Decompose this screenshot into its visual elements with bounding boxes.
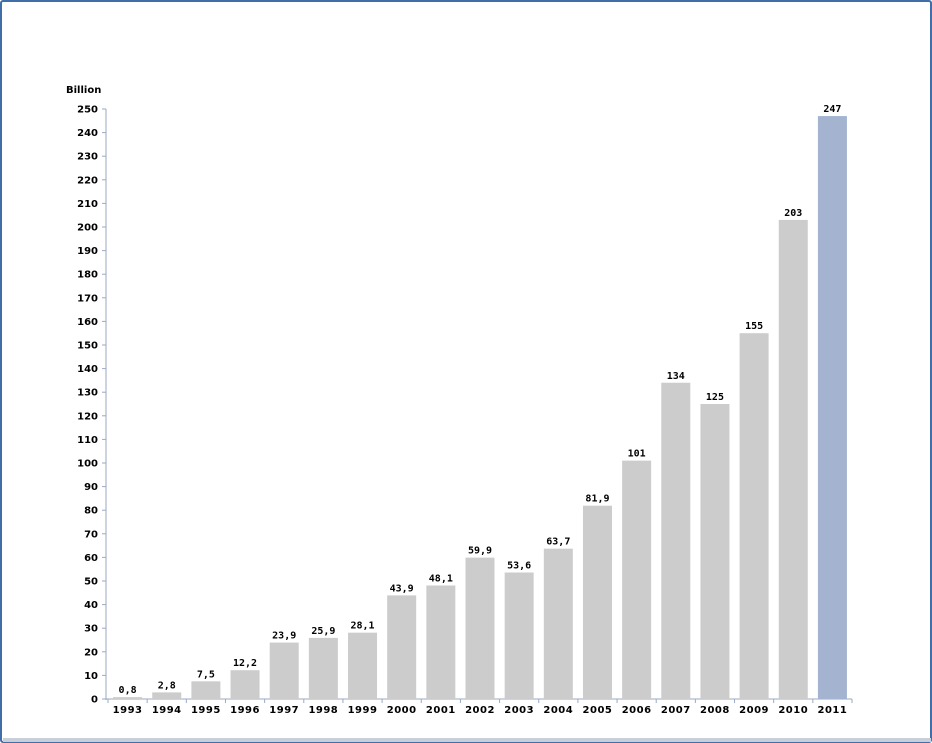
data-label-2003: 53,6	[507, 561, 531, 572]
bars	[113, 116, 847, 700]
bar-2011	[817, 116, 847, 699]
data-label-2005: 81,9	[585, 494, 609, 505]
x-tick-label: 2009	[739, 705, 769, 716]
x-tick-label: 2011	[817, 705, 847, 716]
data-label-2011: 247	[823, 104, 841, 115]
x-tick-label: 1996	[230, 705, 260, 716]
y-tick-label: 200	[77, 223, 98, 234]
data-label-1994: 2,8	[158, 680, 176, 691]
bar-2010	[778, 219, 808, 700]
y-tick-label: 40	[84, 600, 98, 611]
y-tick-label: 100	[77, 459, 98, 470]
y-axis-unit-label: Billion	[66, 85, 101, 96]
data-label-1996: 12,2	[233, 658, 257, 669]
data-label-1995: 7,5	[197, 669, 215, 680]
x-tick-label: 2010	[778, 705, 808, 716]
x-tick-label: 1998	[308, 705, 338, 716]
x-tick-label: 2001	[426, 705, 456, 716]
data-label-1999: 28,1	[350, 621, 374, 632]
y-tick-label: 230	[77, 152, 98, 163]
bar-2001	[426, 585, 456, 699]
y-tick-label: 60	[84, 553, 98, 564]
frame-shadow	[3, 738, 931, 742]
bar-1998	[308, 637, 338, 699]
x-tick-label: 2005	[583, 705, 613, 716]
x-tick-label: 2003	[504, 705, 534, 716]
y-tick-label: 170	[77, 293, 98, 304]
y-tick-label: 50	[84, 577, 98, 588]
y-axis: 0 10 20 30 40 50 60 70 80 90 100 110 120 130 140 150 160…	[77, 105, 107, 706]
y-tick-label: 0	[91, 695, 98, 706]
x-axis: 1993 1994 1995 1996 1997 1998 1999 2000 2001 2002…	[106, 698, 853, 716]
x-tick-label: 1994	[152, 705, 182, 716]
y-tick-label: 90	[84, 482, 98, 493]
bar-2003	[504, 572, 534, 699]
data-label-2004: 63,7	[546, 537, 570, 548]
x-tick-label: 2002	[465, 705, 495, 716]
y-tick-label: 80	[84, 506, 98, 517]
x-tick-label: 2008	[700, 705, 730, 716]
x-tick-label: 2007	[661, 705, 691, 716]
bar-1997	[269, 642, 299, 699]
x-tick-label: 2006	[622, 705, 652, 716]
x-tick-label: 1993	[113, 705, 143, 716]
y-tick-label: 220	[77, 175, 98, 186]
x-tick-label: 1999	[348, 705, 378, 716]
bar-2002	[465, 557, 495, 699]
bar-2006	[622, 460, 652, 699]
data-label-2010: 203	[784, 208, 802, 219]
bar-1994	[152, 692, 182, 699]
y-tick-label: 210	[77, 199, 98, 210]
bar-1993	[113, 697, 143, 699]
y-tick-label: 150	[77, 341, 98, 352]
y-tick-label: 70	[84, 529, 98, 540]
bar-2008	[700, 404, 730, 699]
y-tick-label: 130	[77, 388, 98, 399]
bar-2009	[739, 333, 769, 699]
bar-2005	[582, 505, 612, 699]
y-tick-label: 20	[84, 647, 98, 658]
data-label-2009: 155	[745, 321, 763, 332]
y-tick-label: 240	[77, 128, 98, 139]
y-tick-label: 120	[77, 411, 98, 422]
bar-2007	[661, 382, 691, 699]
y-tick-label: 10	[84, 671, 98, 682]
bar-1995	[191, 681, 221, 699]
data-label-2002: 59,9	[468, 546, 492, 557]
x-tick-label: 1995	[191, 705, 221, 716]
data-label-1998: 25,9	[311, 626, 335, 637]
bar-2004	[543, 548, 573, 699]
y-tick-label: 250	[77, 105, 98, 116]
data-label-2007: 134	[667, 371, 685, 382]
y-tick-label: 180	[77, 270, 98, 281]
x-tick-label: 2000	[387, 705, 417, 716]
data-label-2008: 125	[706, 392, 724, 403]
y-tick-label: 110	[77, 435, 98, 446]
data-label-1993: 0,8	[119, 685, 137, 696]
y-tick-label: 30	[84, 624, 98, 635]
y-tick-label: 190	[77, 246, 98, 257]
data-label-2006: 101	[628, 449, 646, 460]
data-label-2001: 48,1	[429, 573, 453, 584]
y-tick-label: 140	[77, 364, 98, 375]
x-tick-label: 1997	[269, 705, 299, 716]
bar-1999	[348, 632, 378, 699]
data-label-2000: 43,9	[390, 583, 414, 594]
value-labels: 0,8 2,8 7,5 12,2 23,9 25,9 28,1 43,9 48,1 59,9 53,…	[119, 104, 842, 696]
bar-2000	[387, 595, 417, 699]
y-tick-label: 160	[77, 317, 98, 328]
x-tick-label: 2004	[543, 705, 573, 716]
bar-1996	[230, 670, 260, 699]
data-label-1997: 23,9	[272, 631, 296, 642]
